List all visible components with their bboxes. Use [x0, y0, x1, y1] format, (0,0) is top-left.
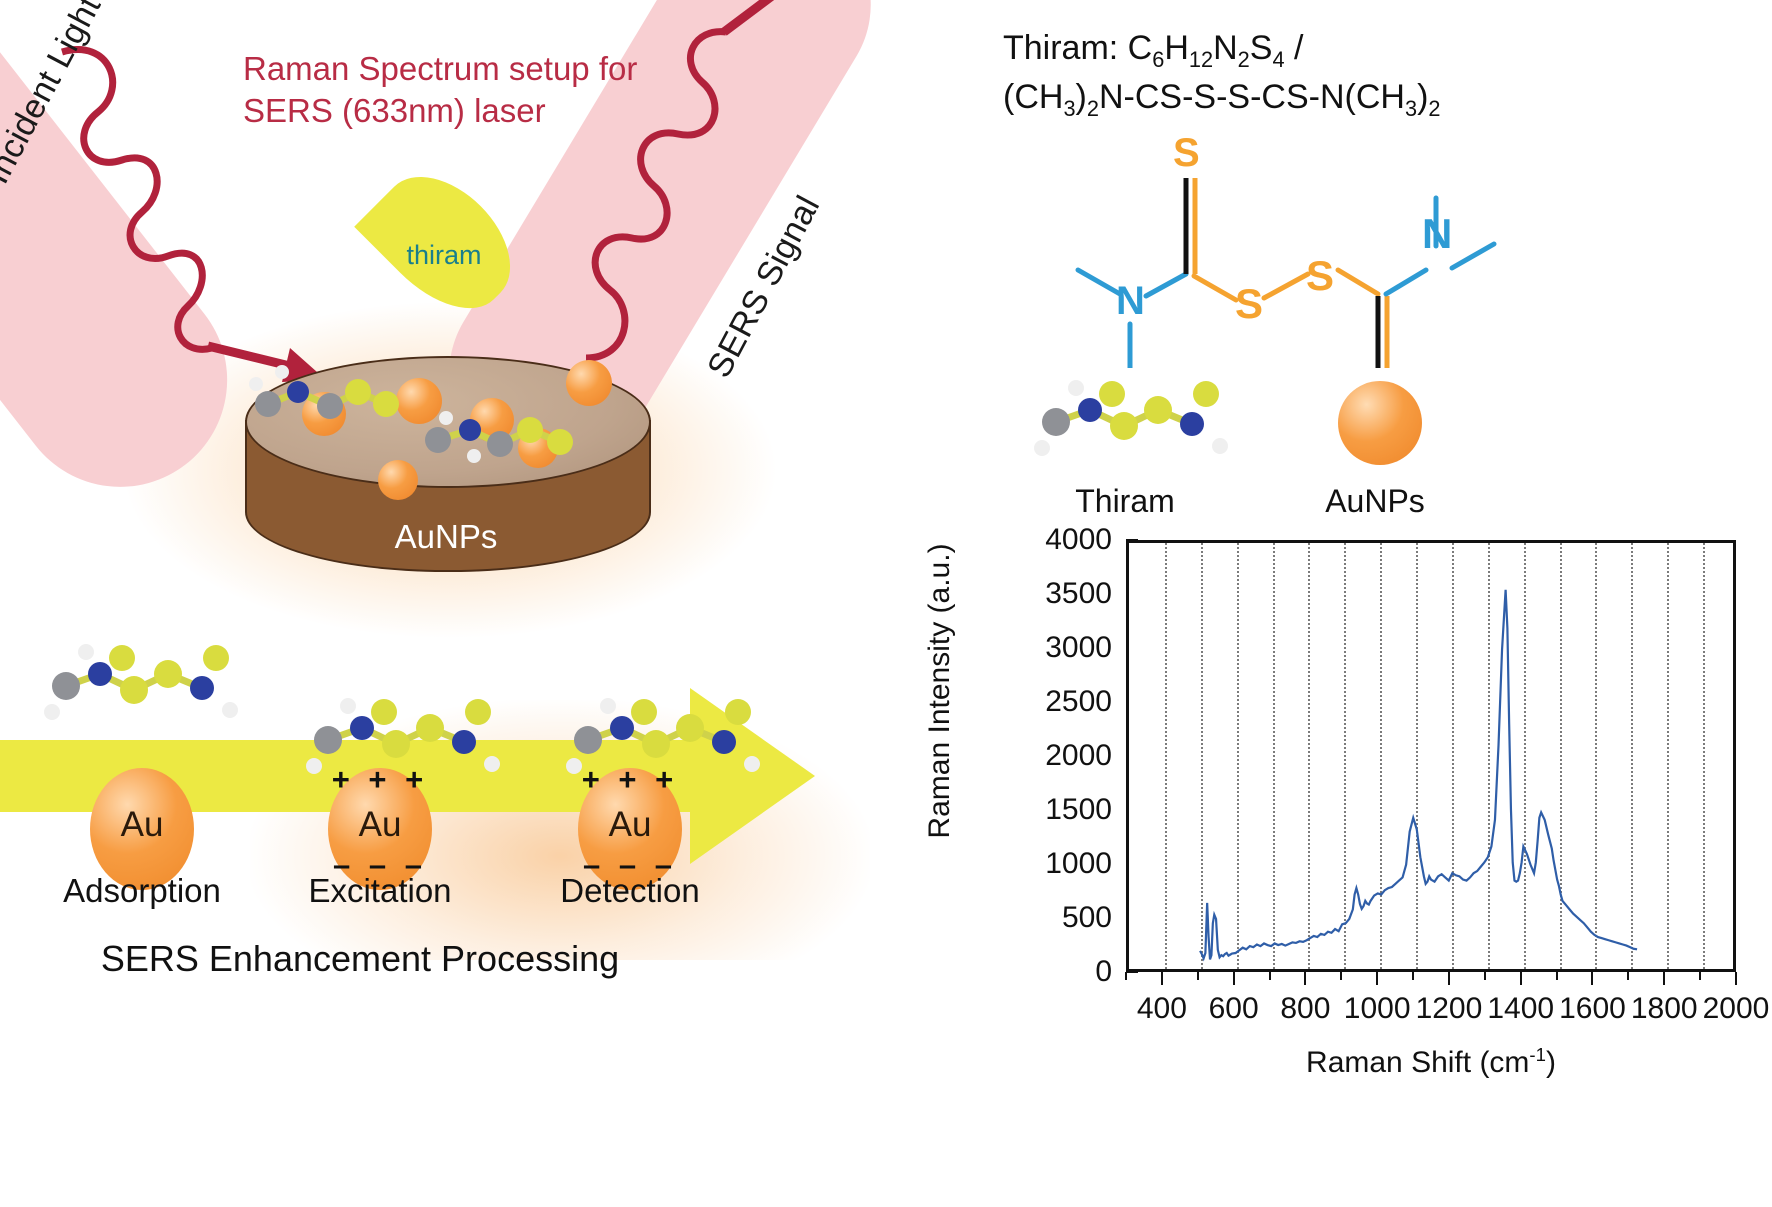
page-title-line-2: SERS (633nm) laser [243, 91, 546, 129]
negative-charges-step-3: – – – [583, 847, 677, 882]
raman-spectrum-chart: Raman Intensity (a.u.) 0 500 1000 1500 2000 2… [896, 523, 1769, 1088]
chart-x-tick-label: 2000 [1702, 992, 1770, 1025]
chart-x-tick-mark [1591, 972, 1594, 985]
chart-gridline [1559, 543, 1562, 969]
positive-charges-step-2: + + + [331, 762, 429, 797]
page-title: Raman Spectrum setup for SERS (633nm) la… [243, 48, 713, 132]
step-label-adsorption: Adsorption [63, 872, 221, 909]
thiram-molecule-step-1 [44, 644, 238, 720]
au-label-step-3: Au [608, 805, 652, 844]
thiram-molecules-on-substrate [249, 365, 573, 463]
chart-y-tick-mark [1126, 971, 1138, 973]
au-label-step-1: Au [120, 805, 164, 844]
chart-x-tick-mark [1663, 972, 1666, 985]
thiram-molecule-step-3 [566, 698, 760, 774]
chart-y-tick-label: 0 [1095, 955, 1112, 988]
thiram-caption: Thiram [1075, 483, 1175, 519]
process-arrow-head [690, 688, 815, 864]
thiram-molecule-step-2 [306, 698, 500, 774]
chart-x-tick-label: 800 [1280, 992, 1331, 1025]
page-title-line-1: Raman Spectrum setup for [243, 50, 638, 87]
chart-x-tick-mark-minor [1268, 972, 1271, 980]
substrate-label: AuNPs [394, 518, 498, 555]
chart-plot-area [1126, 540, 1736, 972]
chart-gridline [1667, 543, 1670, 969]
chart-x-tick-mark-minor [1699, 972, 1702, 980]
sers-signal-wave-icon [585, 0, 775, 362]
chart-y-tick-label: 4000 [1045, 523, 1112, 556]
chart-x-tick-mark [1519, 972, 1522, 985]
chart-gridline [1451, 543, 1454, 969]
chart-gridline [1595, 543, 1598, 969]
chart-gridline [1487, 543, 1490, 969]
au-nanoparticle-step-1 [90, 768, 194, 890]
chart-y-tick-label: 1000 [1045, 847, 1112, 880]
svg-text:N: N [1422, 210, 1452, 257]
aunp-particle [396, 378, 442, 424]
chart-x-tick-mark-minor [1196, 972, 1199, 980]
thiram-formula: Thiram: C6H12N2S4 /(CH3)2N-CS-S-S-CS-N(C… [1003, 29, 1441, 121]
spectrum-trace [1200, 590, 1637, 960]
spectrum-line [1129, 543, 1733, 969]
aunp-particle [566, 360, 612, 406]
negative-charges-step-2: – – – [333, 847, 427, 882]
chart-gridline [1200, 543, 1203, 969]
aunp-legend-sphere [1338, 381, 1422, 465]
chart-x-tick-mark-minor [1555, 972, 1558, 980]
chart-x-tick-label: 400 [1136, 992, 1187, 1025]
chart-y-tick-label: 2000 [1045, 739, 1112, 772]
chart-y-tick-label: 1500 [1045, 793, 1112, 826]
chart-x-tick-label: 1000 [1343, 992, 1411, 1025]
chart-gridline [1164, 543, 1167, 969]
thiram-3d-model [1034, 380, 1228, 456]
au-nanoparticle-step-3 [578, 768, 682, 890]
chart-y-tick-label: 500 [1061, 901, 1112, 934]
chart-gridline [1308, 543, 1311, 969]
chart-gridline [1631, 543, 1634, 969]
svg-text:N: N [1116, 279, 1145, 323]
chart-x-tick-mark-minor [1125, 972, 1127, 980]
chart-gridline [1416, 543, 1419, 969]
chart-x-tick-mark [1735, 972, 1737, 985]
chart-x-tick-label: 1400 [1487, 992, 1555, 1025]
thiram-structural-formula: S N S S S N [1075, 131, 1497, 368]
step-label-detection: Detection [560, 872, 700, 909]
chart-gridline [1272, 543, 1275, 969]
aunp-particle [378, 460, 418, 500]
chart-x-tick-mark-minor [1412, 972, 1415, 980]
au-nanoparticle-step-2 [328, 768, 432, 890]
positive-charges-step-3: + + + [581, 762, 679, 797]
svg-text:S: S [1173, 131, 1200, 175]
chart-gridline [1236, 543, 1239, 969]
chart-y-tick-label: 3000 [1045, 631, 1112, 664]
svg-text:S: S [1306, 252, 1334, 299]
chart-x-tick-mark [1376, 972, 1379, 985]
aunps-caption: AuNPs [1325, 483, 1425, 519]
chart-x-tick-mark [1447, 972, 1450, 985]
chart-x-tick-label: 600 [1208, 992, 1259, 1025]
sers-enhancement-caption: SERS Enhancement Processing [100, 938, 620, 979]
chart-x-tick-label: 1600 [1559, 992, 1626, 1025]
chart-gridline [1523, 543, 1526, 969]
chart-x-tick-mark-minor [1627, 972, 1630, 980]
chart-x-tick-mark-minor [1483, 972, 1486, 980]
chart-x-tick-mark [1160, 972, 1163, 985]
chart-x-tick-mark [1304, 972, 1307, 985]
au-label-step-2: Au [358, 805, 402, 844]
chart-y-tick-label: 3500 [1045, 577, 1112, 610]
svg-text:S: S [1235, 280, 1263, 327]
chart-y-tick-label: 2500 [1045, 685, 1112, 718]
step-label-excitation: Excitation [308, 872, 452, 909]
chart-gridline [1380, 543, 1383, 969]
chart-gridline [1703, 543, 1706, 969]
chart-x-tick-label: 1200 [1415, 992, 1483, 1025]
chart-gridline [1344, 543, 1347, 969]
chart-x-tick-mark [1232, 972, 1235, 985]
chart-x-tick-label: 1800 [1630, 992, 1698, 1025]
chart-y-axis-label: Raman Intensity (a.u.) [923, 543, 956, 839]
thiram-droplet-label: thiram [406, 240, 482, 270]
chart-x-axis-label: Raman Shift (cm-1) [1306, 1044, 1556, 1079]
chart-x-tick-mark-minor [1340, 972, 1343, 980]
